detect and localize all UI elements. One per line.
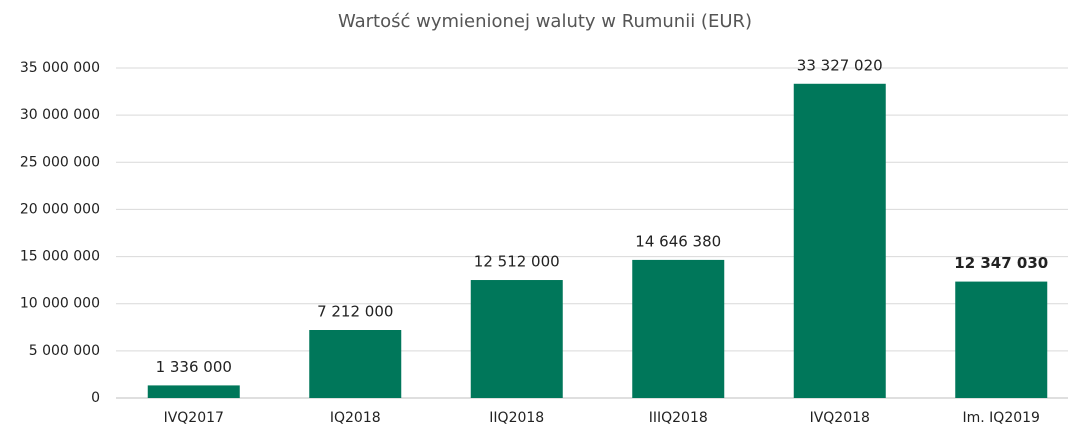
data-label: 7 212 000 — [317, 303, 393, 321]
chart-title: Wartość wymienionej waluty w Rumunii (EU… — [338, 11, 752, 32]
data-label: 1 336 000 — [156, 358, 232, 376]
x-tick-label: IVQ2018 — [810, 410, 870, 426]
y-tick-label: 10 000 000 — [20, 296, 100, 312]
bar — [470, 280, 563, 398]
y-tick-label: 15 000 000 — [20, 249, 100, 265]
x-tick-label: IVQ2017 — [164, 410, 224, 426]
y-tick-label: 35 000 000 — [20, 60, 100, 76]
y-tick-label: 0 — [91, 390, 100, 406]
x-tick-label: IIQ2018 — [489, 410, 544, 426]
data-label: 12 512 000 — [474, 253, 560, 271]
data-label: 12 347 030 — [954, 254, 1048, 272]
bar — [632, 259, 725, 398]
x-tick-label: IQ2018 — [330, 410, 381, 426]
data-label: 14 646 380 — [635, 232, 721, 250]
data-label: 33 327 020 — [797, 56, 883, 74]
bar — [955, 281, 1048, 398]
x-tick-label: Im. IQ2019 — [963, 410, 1040, 426]
bar — [793, 83, 886, 399]
y-tick-label: 20 000 000 — [20, 201, 100, 217]
y-tick-label: 30 000 000 — [20, 107, 100, 123]
x-tick-label: IIIQ2018 — [649, 410, 708, 426]
bar — [147, 385, 240, 398]
bar — [309, 330, 402, 398]
y-tick-label: 5 000 000 — [29, 343, 100, 359]
y-tick-label: 25 000 000 — [20, 154, 100, 170]
